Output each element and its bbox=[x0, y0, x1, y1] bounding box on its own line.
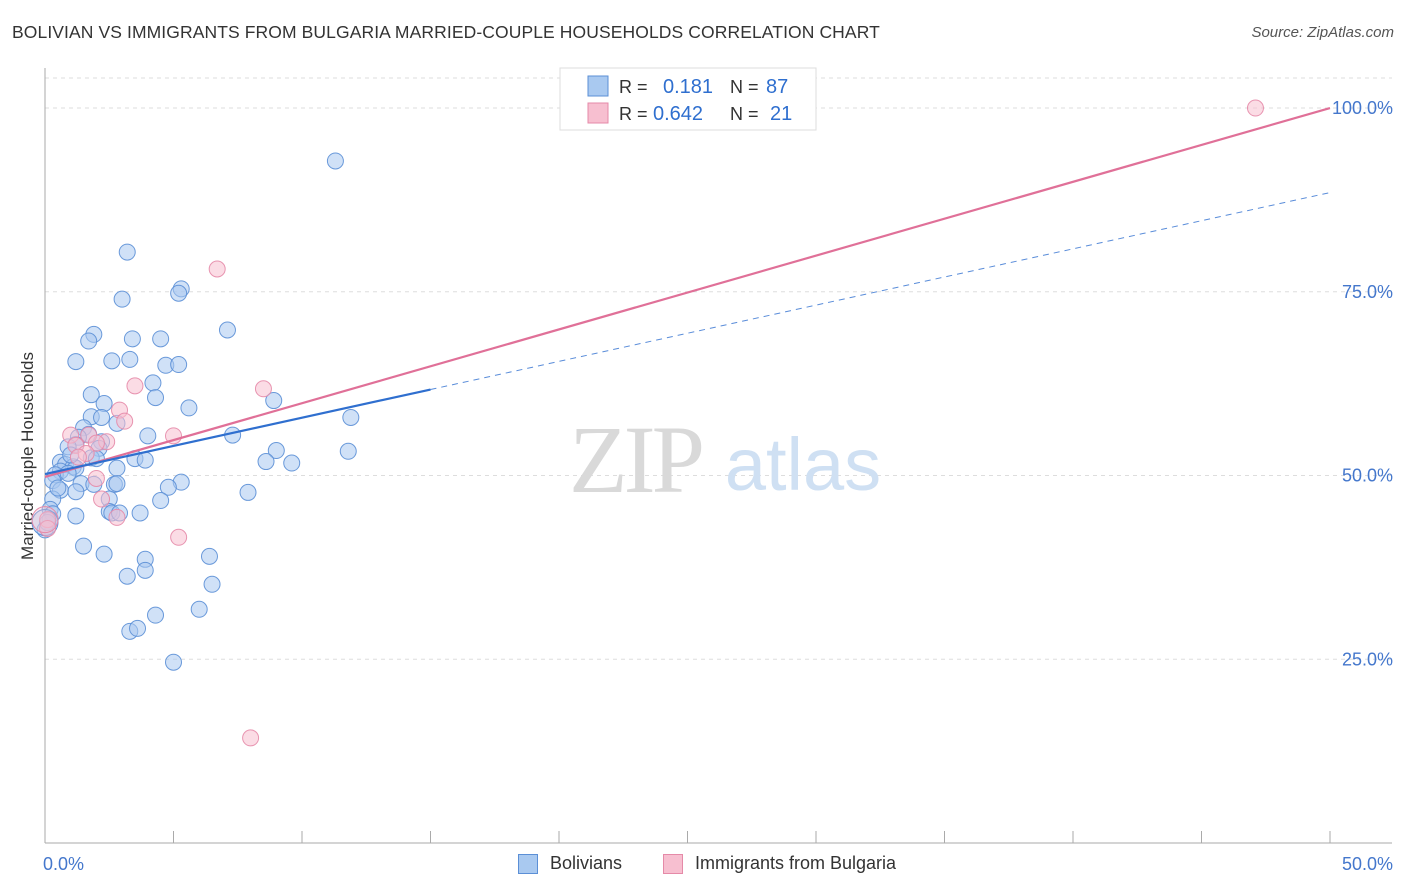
bolivians-point bbox=[218, 321, 236, 339]
source-label: Source: ZipAtlas.com bbox=[1251, 24, 1394, 41]
legend-n-value-1: 87 bbox=[766, 76, 788, 98]
legend-label-bulgaria: Immigrants from Bulgaria bbox=[695, 853, 897, 873]
bolivians-point bbox=[200, 547, 218, 565]
bolivians-point bbox=[82, 386, 100, 404]
bulgaria-point bbox=[254, 380, 272, 398]
bolivians-point bbox=[147, 606, 165, 624]
gridlines bbox=[45, 77, 1392, 660]
bolivians-trend-extension bbox=[430, 192, 1331, 391]
chart-title: BOLIVIAN VS IMMIGRANTS FROM BULGARIA MAR… bbox=[12, 22, 880, 42]
bolivians-point bbox=[131, 504, 149, 522]
bulgaria-point bbox=[108, 508, 126, 526]
trend-lines bbox=[44, 106, 1331, 479]
bulgaria-point bbox=[1246, 99, 1264, 117]
legend-swatch-bolivians-bottom bbox=[518, 853, 538, 874]
bolivians-point bbox=[170, 356, 188, 374]
bulgaria-point bbox=[242, 729, 260, 747]
y-tick-label: 50.0% bbox=[1342, 466, 1393, 486]
y-tick-label: 75.0% bbox=[1342, 282, 1393, 302]
bulgaria-point bbox=[69, 448, 87, 466]
bulgaria-point bbox=[116, 412, 134, 430]
x-tick-label-min: 0.0% bbox=[43, 854, 84, 874]
bolivians-point bbox=[152, 492, 170, 510]
bolivians-point bbox=[257, 453, 275, 471]
bolivians-point bbox=[139, 427, 157, 445]
legend-item-bolivians: Bolivians bbox=[518, 853, 622, 874]
bolivians-point bbox=[283, 454, 301, 472]
bolivians-point bbox=[339, 442, 357, 460]
bolivians-point bbox=[95, 394, 113, 412]
bolivians-point bbox=[108, 459, 126, 477]
bolivians-point bbox=[326, 152, 344, 170]
bolivians-point bbox=[265, 392, 283, 410]
legend-r-value-2: 0.642 bbox=[653, 103, 703, 125]
axes bbox=[44, 68, 1392, 844]
bolivians-point bbox=[93, 408, 111, 426]
bolivians-point bbox=[129, 619, 147, 637]
legend-n-value-2: 21 bbox=[770, 103, 792, 125]
bolivians-point bbox=[267, 442, 285, 460]
bolivians-point bbox=[136, 561, 154, 579]
bolivians-point bbox=[123, 330, 141, 348]
bolivians-point bbox=[342, 408, 360, 426]
bulgaria-points bbox=[31, 99, 1264, 747]
bolivians-point bbox=[67, 483, 85, 501]
bolivians-point bbox=[67, 507, 85, 525]
watermark-zip: ZIP bbox=[569, 406, 702, 513]
bulgaria-point bbox=[170, 528, 188, 546]
bolivians-point bbox=[95, 545, 113, 563]
bolivians-point bbox=[170, 284, 188, 302]
bolivians-point bbox=[144, 374, 162, 392]
y-tick-label: 100.0% bbox=[1332, 98, 1393, 118]
legend-r-label-1: R = bbox=[619, 77, 648, 97]
bolivians-point bbox=[159, 478, 177, 496]
y-tick-label: 25.0% bbox=[1342, 649, 1393, 669]
legend-label-bolivians: Bolivians bbox=[550, 853, 623, 873]
x-tick-label-max: 50.0% bbox=[1342, 854, 1393, 874]
series-legend: Bolivians Immigrants from Bulgaria bbox=[0, 850, 1406, 880]
bolivians-point bbox=[203, 575, 221, 593]
bolivians-point bbox=[121, 350, 139, 368]
bolivians-point bbox=[239, 483, 257, 501]
bolivians-point bbox=[136, 451, 154, 469]
bulgaria-point bbox=[87, 434, 105, 452]
bolivians-point bbox=[67, 353, 85, 371]
bolivians-point bbox=[80, 332, 98, 350]
correlation-legend: R = 0.181 N = 87 R = 0.642 N = 21 bbox=[559, 67, 817, 131]
legend-n-label-2: N = bbox=[730, 104, 759, 124]
legend-n-label-1: N = bbox=[730, 77, 759, 97]
legend-item-bulgaria: Immigrants from Bulgaria bbox=[663, 853, 896, 874]
bolivians-point bbox=[118, 567, 136, 585]
bolivians-point bbox=[190, 600, 208, 618]
bolivians-point bbox=[152, 330, 170, 348]
tick-labels: 25.0% 50.0% 75.0% 100.0% 0.0% 50.0% bbox=[43, 98, 1393, 874]
bulgaria-trend-line bbox=[44, 106, 1331, 479]
bulgaria-point bbox=[126, 377, 144, 395]
bolivians-point bbox=[118, 243, 136, 261]
bolivians-point bbox=[103, 352, 121, 370]
bolivians-points bbox=[31, 152, 360, 671]
bulgaria-point-large bbox=[31, 506, 59, 534]
legend-r-label-2: R = bbox=[619, 104, 648, 124]
legend-swatch-bolivians bbox=[587, 75, 609, 97]
legend-r-value-1: 0.181 bbox=[663, 76, 713, 98]
bolivians-point bbox=[180, 399, 198, 417]
bolivians-point bbox=[108, 475, 126, 493]
watermark-atlas: atlas bbox=[725, 423, 881, 506]
bulgaria-point bbox=[208, 260, 226, 278]
bolivians-point bbox=[113, 290, 131, 308]
bulgaria-point bbox=[93, 490, 111, 508]
bulgaria-point bbox=[87, 469, 105, 487]
bolivians-point bbox=[165, 653, 182, 671]
bolivians-point bbox=[49, 479, 67, 497]
bolivians-trend-line bbox=[44, 388, 431, 476]
bolivians-point bbox=[147, 389, 165, 407]
bolivians-point bbox=[75, 537, 93, 555]
legend-swatch-bulgaria-bottom bbox=[663, 853, 683, 874]
legend-swatch-bulgaria bbox=[587, 102, 609, 124]
